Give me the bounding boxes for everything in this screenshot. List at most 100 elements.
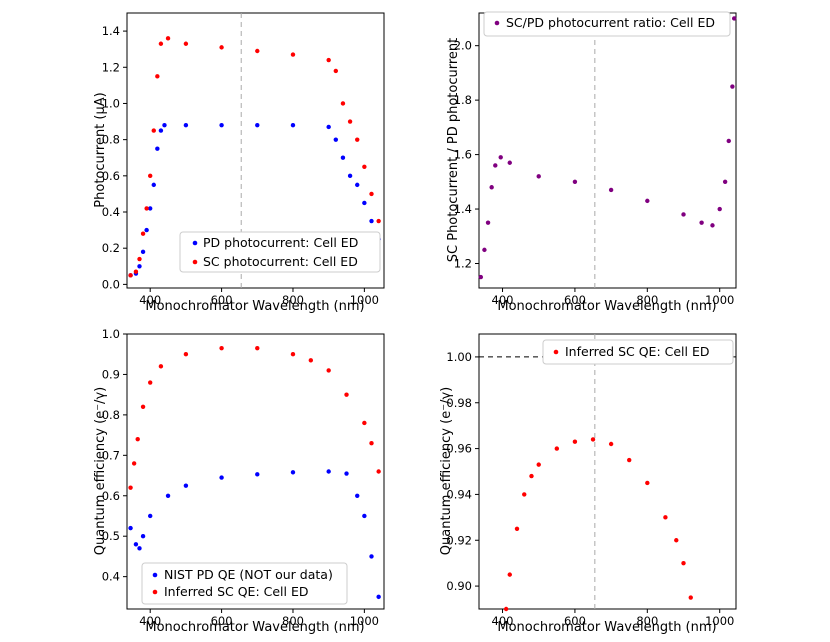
legend-marker-pd	[192, 240, 198, 246]
data-point	[710, 223, 715, 228]
data-point	[183, 483, 189, 488]
data-point	[376, 469, 381, 474]
y-tick-label: 0.2	[102, 241, 120, 255]
data-point	[255, 472, 260, 477]
data-point	[162, 122, 167, 128]
series-nist-pd-qe-not-our-data-	[128, 469, 381, 600]
y-tick-label: 0.4	[102, 570, 120, 584]
data-point	[688, 595, 693, 600]
ylabel-ratio: SC Photocurrent / PD photocurrent	[446, 38, 461, 262]
xlabel-qe-zoom: Monochromator Wavelength (nm)	[497, 620, 716, 635]
data-point	[148, 513, 153, 519]
data-point	[503, 606, 509, 612]
series-inferred-sc-qe-cell-ed	[128, 345, 381, 490]
data-point	[158, 128, 164, 133]
xlabel-ratio: Monochromator Wavelength (nm)	[497, 299, 716, 314]
y-tick-label: 0.8	[102, 408, 120, 422]
data-point	[681, 560, 686, 566]
x-tick-label: 600	[564, 293, 586, 307]
panel-ratio: 400 600 800 1000 1.2 1.4 1.6 1.8 2.0 Monochromat…	[446, 11, 737, 314]
data-point	[133, 542, 139, 547]
series-inferred-sc-qe-cell-ed	[503, 437, 693, 612]
ylabel-photocurrent: Photocurrent (μA)	[93, 92, 108, 207]
y-tick-label: 0.94	[446, 487, 472, 501]
data-point	[128, 525, 133, 531]
data-point	[717, 206, 722, 212]
plot-area-photocurrent	[126, 12, 385, 289]
data-point	[148, 173, 153, 179]
data-point	[627, 457, 632, 463]
data-point	[333, 137, 339, 142]
legend-ratio: SC/PD photocurrent ratio: Cell ED	[483, 11, 731, 37]
data-point	[308, 358, 314, 363]
legend-label-ratio: SC/PD photocurrent ratio: Cell ED	[506, 15, 715, 30]
plot-area-qe-zoom	[478, 333, 737, 610]
y-tick-label: 1.0	[102, 327, 120, 341]
data-point	[290, 52, 296, 57]
data-point	[344, 392, 349, 397]
data-point	[699, 220, 704, 225]
x-tick-label: 1000	[350, 614, 379, 628]
data-point	[340, 101, 346, 106]
data-point	[482, 247, 487, 253]
legend-qe-zoom: Inferred SC QE: Cell ED	[542, 339, 734, 365]
legend-marker-nist	[152, 572, 158, 578]
data-point	[645, 198, 650, 204]
y-tick-label: 1.2	[454, 256, 472, 270]
data-point	[144, 206, 149, 211]
ylabel-qe-zoom: Quantum efficiency (e⁻/γ)	[439, 387, 454, 555]
data-point	[681, 212, 686, 217]
data-point	[514, 526, 520, 531]
data-point	[369, 440, 374, 446]
y-tick-label: 0.6	[102, 489, 120, 503]
data-point	[645, 480, 650, 486]
y-tick-label: 1.4	[454, 202, 472, 216]
data-point	[362, 420, 367, 426]
data-point	[730, 84, 735, 89]
y-tick-label: 0.5	[102, 529, 120, 543]
data-point	[183, 122, 189, 128]
y-tick-label: 0.4	[102, 205, 120, 219]
data-point	[290, 352, 296, 357]
data-point	[362, 200, 367, 206]
legend-qe-comparison: NIST PD QE (NOT our data) Inferred SC QE…	[141, 562, 348, 605]
data-point	[590, 437, 596, 442]
data-point	[347, 119, 353, 124]
legend-marker-ratio	[494, 20, 500, 26]
data-point	[608, 187, 614, 193]
data-point	[165, 36, 171, 41]
data-point	[376, 218, 381, 224]
data-point	[507, 572, 512, 577]
data-point	[158, 41, 164, 46]
marks-ratio: 400 600 800 1000 1.2 1.4 1.6 1.8 2.0	[454, 13, 737, 307]
data-point	[362, 164, 367, 169]
y-tick-label: 1.8	[454, 93, 472, 107]
y-tick-label: 1.6	[454, 148, 472, 162]
data-point	[326, 124, 331, 130]
y-tick-label: 0.7	[102, 448, 120, 462]
y-tick-label: 1.4	[102, 24, 120, 38]
data-point	[183, 352, 189, 357]
legend-marker-sc	[192, 259, 198, 265]
data-point	[726, 138, 731, 144]
data-point	[183, 41, 189, 46]
data-point	[165, 493, 171, 498]
x-tick-label: 1000	[705, 293, 734, 307]
xlabel-photocurrent: Monochromator Wavelength (nm)	[145, 299, 364, 314]
legend-marker-inferred	[553, 349, 559, 355]
plot-area-qe-comparison	[126, 333, 385, 610]
data-point	[140, 404, 146, 409]
marks-qe-comparison: 400 600 800 1000 0.4 0.5 0.6 0.7 0.8 0.9 1.0	[102, 327, 381, 628]
data-point	[572, 179, 578, 185]
data-point	[219, 122, 224, 128]
data-point	[144, 227, 149, 233]
x-tick-label: 600	[211, 293, 233, 307]
data-point	[369, 554, 374, 559]
legend-box	[179, 231, 381, 273]
x-tick-label: 800	[282, 614, 304, 628]
data-point	[376, 594, 381, 600]
data-point	[137, 256, 142, 262]
x-tick-label: 800	[636, 293, 658, 307]
x-tick-label: 1000	[350, 293, 379, 307]
